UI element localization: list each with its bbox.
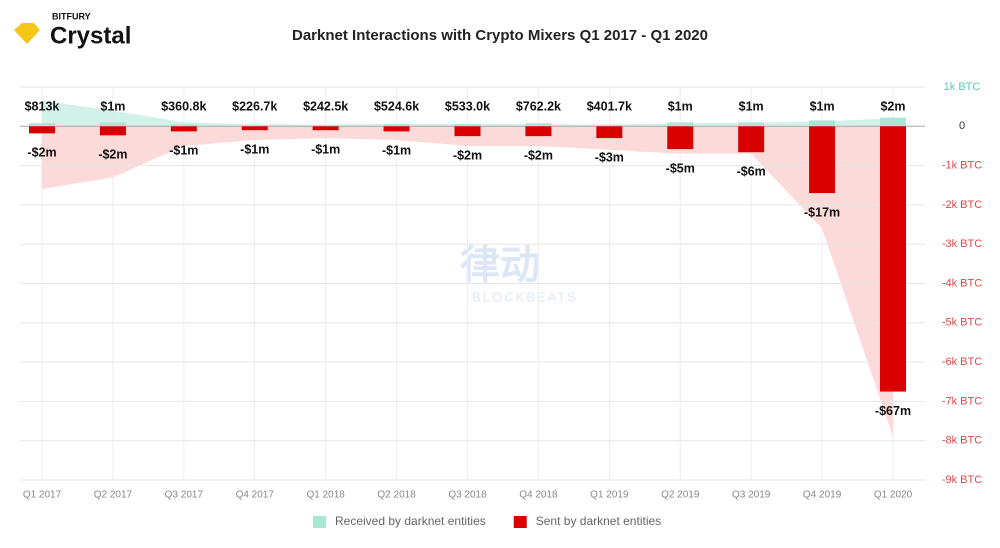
bar xyxy=(809,126,836,194)
x-tick-label: Q1 2018 xyxy=(306,490,345,501)
bar xyxy=(29,123,55,127)
y-tick-label: -3k BTC xyxy=(942,238,982,250)
product: Crystal xyxy=(50,22,131,49)
legend-swatch xyxy=(513,516,527,528)
value-label: -$2m xyxy=(453,148,482,162)
bar xyxy=(99,126,126,136)
y-tick-label: -9k BTC xyxy=(942,474,982,486)
value-label: -$5m xyxy=(666,161,695,175)
bar xyxy=(312,125,339,127)
area xyxy=(42,100,893,127)
value-label: -$2m xyxy=(524,148,553,162)
x-tick-label: Q1 2019 xyxy=(590,490,629,501)
bar xyxy=(383,126,410,132)
y-tick-label: -7k BTC xyxy=(942,395,982,407)
y-tick-label: -4k BTC xyxy=(942,277,982,289)
x-tick-label: Q3 2018 xyxy=(448,490,487,501)
bar xyxy=(525,126,552,137)
bar xyxy=(809,120,836,127)
bar xyxy=(880,117,906,127)
watermark: 律动 xyxy=(460,244,540,288)
x-tick-label: Q4 2018 xyxy=(519,490,558,501)
value-label: $242.5k xyxy=(303,99,348,113)
y-tick-label: 1k BTC xyxy=(944,81,981,93)
bar xyxy=(667,126,694,150)
value-label: $2m xyxy=(880,99,905,113)
value-label: $524.6k xyxy=(374,99,419,113)
value-label: -$3m xyxy=(595,150,624,164)
bar xyxy=(738,122,765,127)
value-label: $1m xyxy=(668,99,693,113)
y-tick-label: -8k BTC xyxy=(942,435,982,447)
value-label: -$1m xyxy=(311,143,340,157)
bar xyxy=(170,126,197,132)
x-tick-label: Q4 2019 xyxy=(803,490,842,501)
x-tick-label: Q2 2019 xyxy=(661,490,700,501)
value-label: -$1m xyxy=(240,143,269,157)
watermark-sub: BLOCKBEATS xyxy=(472,289,578,304)
x-tick-label: Q3 2017 xyxy=(165,490,204,501)
x-tick-label: Q1 2020 xyxy=(874,490,913,501)
value-label: -$1m xyxy=(169,144,198,158)
bar xyxy=(170,124,197,127)
legend-label: Received by darknet entities xyxy=(335,514,486,528)
value-label: $1m xyxy=(100,99,125,113)
value-label: $1m xyxy=(810,99,835,113)
bar xyxy=(454,126,481,137)
y-tick-label: -6k BTC xyxy=(942,356,982,368)
value-label: $762.2k xyxy=(516,99,561,113)
x-tick-label: Q4 2017 xyxy=(236,490,275,501)
bar xyxy=(596,126,623,139)
value-label: -$17m xyxy=(804,205,840,219)
legend-label: Sent by darknet entities xyxy=(536,514,661,528)
value-label: -$2m xyxy=(98,148,127,162)
bar xyxy=(596,124,623,127)
value-label: $533.0k xyxy=(445,99,490,113)
value-label: $813k xyxy=(25,99,60,113)
value-label: -$1m xyxy=(382,144,411,158)
y-tick-label: 0 xyxy=(959,120,965,132)
bar xyxy=(525,123,552,127)
x-tick-label: Q1 2017 xyxy=(23,490,62,501)
x-tick-label: Q3 2019 xyxy=(732,490,771,501)
y-tick-label: -2k BTC xyxy=(942,199,982,211)
value-label: $360.8k xyxy=(161,99,206,113)
logo-icon xyxy=(14,23,40,44)
value-label: $226.7k xyxy=(232,99,277,113)
y-tick-label: -5k BTC xyxy=(942,317,982,329)
chart-title: Darknet Interactions with Crypto Mixers … xyxy=(292,27,708,44)
bar xyxy=(667,122,694,127)
bar xyxy=(383,123,410,127)
legend-swatch xyxy=(313,516,326,528)
x-tick-label: Q2 2017 xyxy=(94,490,133,501)
bar xyxy=(454,123,481,127)
bar xyxy=(99,122,126,127)
brand: BITFURY xyxy=(52,11,91,21)
bar xyxy=(738,126,765,153)
bar xyxy=(312,126,339,131)
bar xyxy=(241,125,268,127)
value-label: -$67m xyxy=(875,404,911,418)
area xyxy=(42,126,893,437)
bar xyxy=(29,126,55,134)
value-label: -$2m xyxy=(27,146,56,160)
x-tick-label: Q2 2018 xyxy=(377,490,416,501)
bar xyxy=(880,126,906,392)
y-tick-label: -1k BTC xyxy=(942,160,982,172)
value-label: -$6m xyxy=(737,165,766,179)
value-label: $1m xyxy=(739,99,764,113)
value-label: $401.7k xyxy=(587,99,632,113)
bar xyxy=(241,126,268,131)
